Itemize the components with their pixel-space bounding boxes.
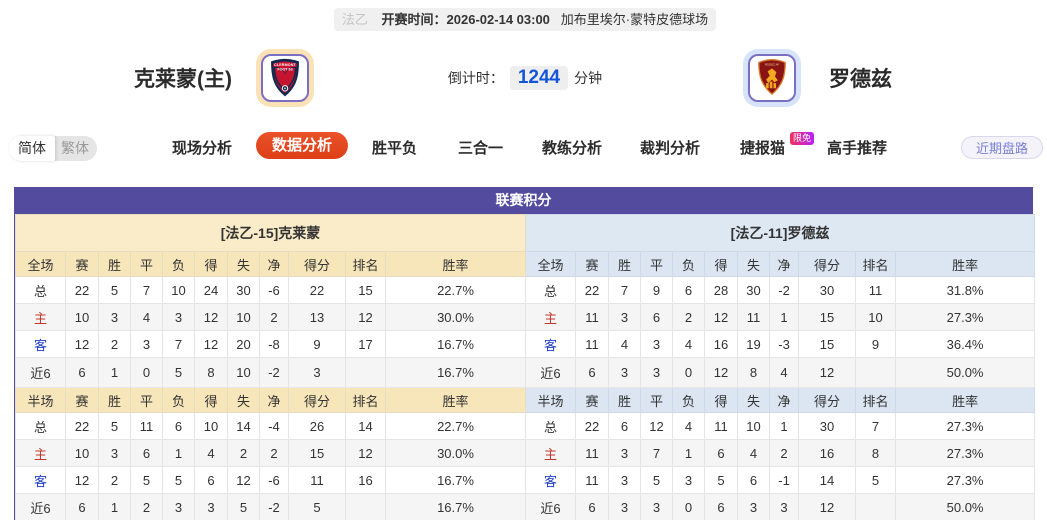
svg-text:CLERMONT: CLERMONT	[274, 63, 297, 67]
svg-text:RODEZ AF: RODEZ AF	[765, 63, 780, 67]
svg-text:FOOT 63: FOOT 63	[277, 67, 292, 71]
